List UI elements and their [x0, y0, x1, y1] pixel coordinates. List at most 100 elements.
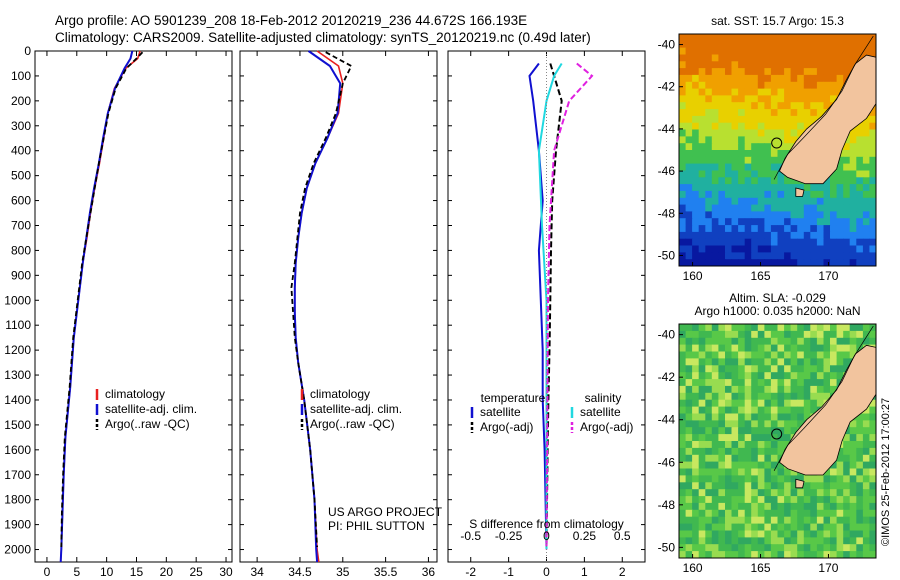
field-cell [816, 47, 824, 55]
field-cell [705, 115, 713, 124]
field-cell [823, 95, 831, 103]
field-cell [862, 129, 870, 137]
field-cell [757, 530, 765, 538]
field-cell [764, 551, 772, 559]
field-cell [685, 61, 693, 69]
field-cell [698, 204, 706, 212]
field-cell [823, 238, 831, 246]
field-cell [751, 259, 759, 267]
field-cell [849, 184, 857, 192]
field-cell [751, 441, 759, 449]
field-cell [679, 259, 687, 267]
field-cell [757, 441, 765, 449]
field-cell [816, 61, 824, 69]
field-cell [679, 163, 687, 171]
field-cell [797, 197, 805, 206]
field-cell [770, 544, 778, 552]
field-cell [725, 475, 733, 483]
field-cell [862, 115, 870, 124]
field-cell [685, 218, 693, 226]
field-cell [692, 115, 700, 124]
field-cell [757, 88, 765, 96]
field-cell [777, 115, 785, 124]
field-cell [784, 468, 792, 476]
field-cell [869, 170, 877, 178]
field-cell [777, 177, 785, 185]
field-cell [836, 475, 844, 483]
field-cell [816, 544, 824, 552]
field-cell [711, 379, 719, 387]
field-cell [764, 441, 772, 449]
field-cell [777, 441, 785, 449]
field-cell [803, 537, 811, 545]
field-cell [843, 184, 851, 192]
field-cell [843, 358, 851, 366]
field-cell [770, 211, 778, 219]
field-cell [797, 337, 805, 346]
field-cell [862, 190, 870, 199]
field-cell [698, 211, 706, 219]
field-cell [830, 544, 838, 552]
field-cell [836, 163, 844, 171]
field-cell [705, 204, 713, 212]
y-tick-label: 200 [11, 94, 31, 108]
field-cell [790, 190, 798, 199]
field-cell [770, 530, 778, 538]
field-cell [816, 225, 824, 233]
field-cell [843, 252, 851, 260]
field-cell [784, 34, 792, 42]
field-cell [679, 245, 687, 253]
field-cell [718, 184, 726, 192]
field-cell [744, 143, 752, 151]
field-cell [751, 47, 759, 55]
field-cell [725, 392, 733, 401]
field-cell [731, 454, 739, 463]
field-cell [856, 218, 864, 226]
field-cell [685, 122, 693, 130]
field-cell [830, 330, 838, 339]
field-cell [830, 379, 838, 387]
field-cell [679, 544, 687, 552]
field-cell [869, 530, 877, 538]
field-cell [862, 447, 870, 456]
field-cell [738, 324, 746, 332]
field-cell [679, 502, 687, 511]
field-cell [731, 530, 739, 538]
field-cell [784, 358, 792, 366]
field-cell [830, 184, 838, 192]
field-cell [784, 238, 792, 246]
field-cell [757, 238, 765, 246]
field-cell [685, 413, 693, 421]
field-cell [698, 252, 706, 260]
field-cell [711, 95, 719, 103]
field-cell [685, 74, 693, 83]
field-cell [777, 551, 785, 559]
field-cell [777, 47, 785, 55]
field-cell [738, 204, 746, 212]
field-cell [777, 252, 785, 260]
field-cell [738, 420, 746, 428]
field-cell [698, 238, 706, 246]
field-cell [751, 489, 759, 497]
field-cell [803, 34, 811, 42]
field-cell [770, 461, 778, 469]
field-cell [816, 489, 824, 497]
field-cell [764, 365, 772, 373]
field-cell [711, 34, 719, 42]
field-cell [757, 136, 765, 144]
field-cell [764, 447, 772, 456]
field-cell [849, 544, 857, 552]
field-cell [718, 420, 726, 428]
field-cell [856, 150, 864, 158]
field-cell [757, 509, 765, 518]
field-cell [843, 523, 851, 531]
field-cell [816, 523, 824, 531]
field-cell [679, 413, 687, 421]
field-cell [757, 68, 765, 76]
field-cell [692, 150, 700, 158]
field-cell [790, 81, 798, 90]
field-cell [843, 204, 851, 212]
field-cell [725, 468, 733, 476]
field-cell [823, 177, 831, 185]
field-cell [770, 136, 778, 144]
